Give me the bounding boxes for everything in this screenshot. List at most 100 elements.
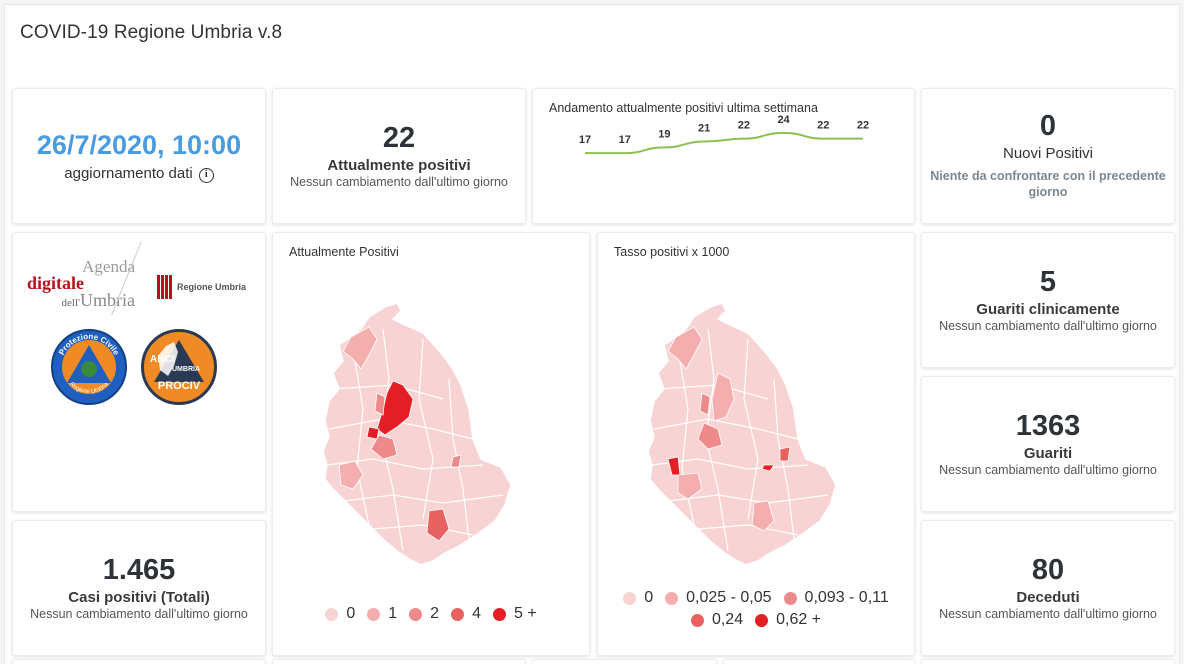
kpi-deceduti: 80 Deceduti Nessun cambiamento dall'ulti…: [921, 520, 1175, 656]
municipality-border: [773, 378, 795, 540]
legend-swatch-icon: [755, 613, 769, 627]
info-icon[interactable]: i: [198, 167, 214, 183]
trend-data-label: 17: [579, 134, 591, 146]
municipality-border: [342, 494, 504, 504]
map-title: Tasso positivi x 1000: [614, 245, 730, 259]
legend-item[interactable]: 0: [325, 605, 355, 623]
legend-item[interactable]: 0,025 - 0,05: [665, 589, 772, 607]
kpi-sub: Nessun cambiamento dall'ultimo giorno: [939, 606, 1157, 621]
kpi-value: 1.465: [102, 554, 176, 587]
kpi-label: Casi positivi (Totali): [68, 588, 210, 606]
legend-label: 0,24: [711, 611, 744, 628]
municipality-area[interactable]: [366, 426, 380, 440]
map-title: Attualmente Positivi: [289, 245, 399, 259]
update-datetime: 26/7/2020, 10:00: [36, 129, 242, 160]
kpi-casi-totali: 1.465 Casi positivi (Totali) Nessun camb…: [12, 520, 266, 656]
municipality-area[interactable]: [667, 326, 703, 370]
legend-swatch-icon: [409, 607, 423, 621]
kpi-value: 5: [1039, 266, 1057, 299]
municipality-border: [743, 338, 759, 520]
map-legend: 0 0,025 - 0,05 0,093 - 0,11 0,24 0,62 +: [598, 589, 914, 629]
municipality-border: [667, 494, 829, 504]
kpi-label: Guariti clinicamente: [976, 300, 1120, 318]
umbria-map-tasso[interactable]: [598, 289, 916, 629]
next-row-card: [272, 659, 526, 664]
legend-item[interactable]: 0,093 - 0,11: [783, 589, 889, 607]
municipality-area[interactable]: [677, 472, 703, 500]
kpi-sub: Niente da confrontare con il precedente …: [930, 168, 1166, 200]
municipality-border: [352, 348, 370, 526]
legend-swatch-icon: [690, 613, 704, 627]
municipality-area[interactable]: [711, 372, 735, 422]
update-label-row: aggiornamento dati i: [64, 164, 214, 183]
legend-item[interactable]: 5 +: [492, 605, 537, 623]
kpi-value: 0: [1039, 109, 1057, 142]
municipality-border: [418, 338, 434, 520]
kpi-label: Guariti: [1023, 444, 1073, 462]
trend-data-label: 22: [817, 120, 829, 132]
legend-label: 0: [644, 589, 654, 606]
municipality-area[interactable]: [450, 454, 462, 468]
protezione-triangle-icon: Protezione Civile Regione Umbria: [57, 332, 121, 395]
legend-item[interactable]: 0,24: [690, 611, 744, 629]
legend-item[interactable]: 1: [367, 605, 397, 623]
legend-label: 0,093 - 0,11: [804, 589, 889, 606]
municipality-area[interactable]: [376, 380, 414, 436]
municipality-area[interactable]: [699, 392, 711, 416]
legend-swatch-icon: [325, 607, 339, 621]
municipality-area[interactable]: [779, 446, 791, 462]
trend-title: Andamento attualmente positivi ultima se…: [549, 101, 818, 115]
update-label: aggiornamento dati: [64, 164, 193, 182]
legend-swatch-icon: [451, 607, 465, 621]
map-legend: 0 1 2 4 5 +: [273, 605, 589, 623]
municipality-area[interactable]: [370, 434, 398, 460]
kpi-label: Nuovi Positivi: [1002, 144, 1094, 162]
logos-card: Agenda digitale dell'Umbria Regione Umbr…: [12, 232, 266, 512]
legend-label: 2: [430, 605, 440, 622]
next-row-card: [921, 659, 1175, 664]
legend-item[interactable]: 4: [451, 605, 481, 623]
municipality-area[interactable]: [342, 326, 378, 370]
legend-swatch-icon: [492, 607, 506, 621]
legend-item[interactable]: 2: [409, 605, 439, 623]
trend-card: Andamento attualmente positivi ultima se…: [532, 88, 915, 224]
regione-umbria-text: Regione Umbria: [177, 282, 247, 292]
legend-item[interactable]: 0: [623, 589, 653, 607]
trend-data-label: 17: [619, 134, 631, 146]
agenda-digitale-logo: Agenda digitale dell'Umbria: [25, 258, 135, 310]
next-row-card: [532, 659, 717, 664]
municipality-area[interactable]: [426, 508, 450, 542]
kpi-value: 1363: [1015, 410, 1081, 443]
legend-swatch-icon: [367, 607, 381, 621]
umbria-map-positivi[interactable]: [273, 289, 591, 629]
legend-label: 5 +: [513, 605, 537, 622]
page-title: COVID-19 Regione Umbria v.8: [20, 22, 283, 43]
legend-label: 0,025 - 0,05: [686, 589, 772, 606]
agenda-line2: digitale: [27, 273, 84, 294]
update-card: 26/7/2020, 10:00 aggiornamento dati i: [12, 88, 266, 224]
municipality-area[interactable]: [751, 500, 775, 532]
kpi-value: 80: [1031, 554, 1065, 587]
next-row-card: [723, 659, 915, 664]
kpi-attualmente-positivi: 22 Attualmente positivi Nessun cambiamen…: [272, 88, 526, 224]
municipality-area[interactable]: [338, 460, 364, 490]
trend-chart: 17 17 19 21 22 24 22 22: [579, 114, 869, 155]
map-card-positivi: Attualmente Positivi 0 1 2 4 5 +: [272, 232, 590, 656]
anci-umbria-logo: ANCI UMBRIA PROCIV: [141, 329, 217, 405]
protezione-bottom-text: Regione Umbria: [68, 381, 110, 395]
kpi-sub: Nessun cambiamento dall'ultimo giorno: [939, 318, 1157, 333]
legend-swatch-icon: [665, 591, 679, 605]
legend-label: 0: [346, 605, 356, 622]
trend-data-label: 19: [658, 128, 670, 140]
map-card-tasso: Tasso positivi x 1000 0 0,025 - 0,05 0,093…: [597, 232, 915, 656]
municipality-area[interactable]: [697, 422, 723, 450]
municipality-area[interactable]: [761, 464, 775, 472]
municipality-area[interactable]: [374, 392, 386, 416]
trend-data-label: 24: [777, 114, 790, 126]
legend-label: 1: [388, 605, 398, 622]
kpi-label: Attualmente positivi: [327, 156, 471, 174]
agenda-line3a: dell': [61, 297, 81, 310]
anci-map-icon: [154, 340, 204, 382]
legend-item[interactable]: 0,62 +: [755, 611, 821, 629]
kpi-nuovi-positivi: 0 Nuovi Positivi Niente da confrontare c…: [921, 88, 1175, 224]
